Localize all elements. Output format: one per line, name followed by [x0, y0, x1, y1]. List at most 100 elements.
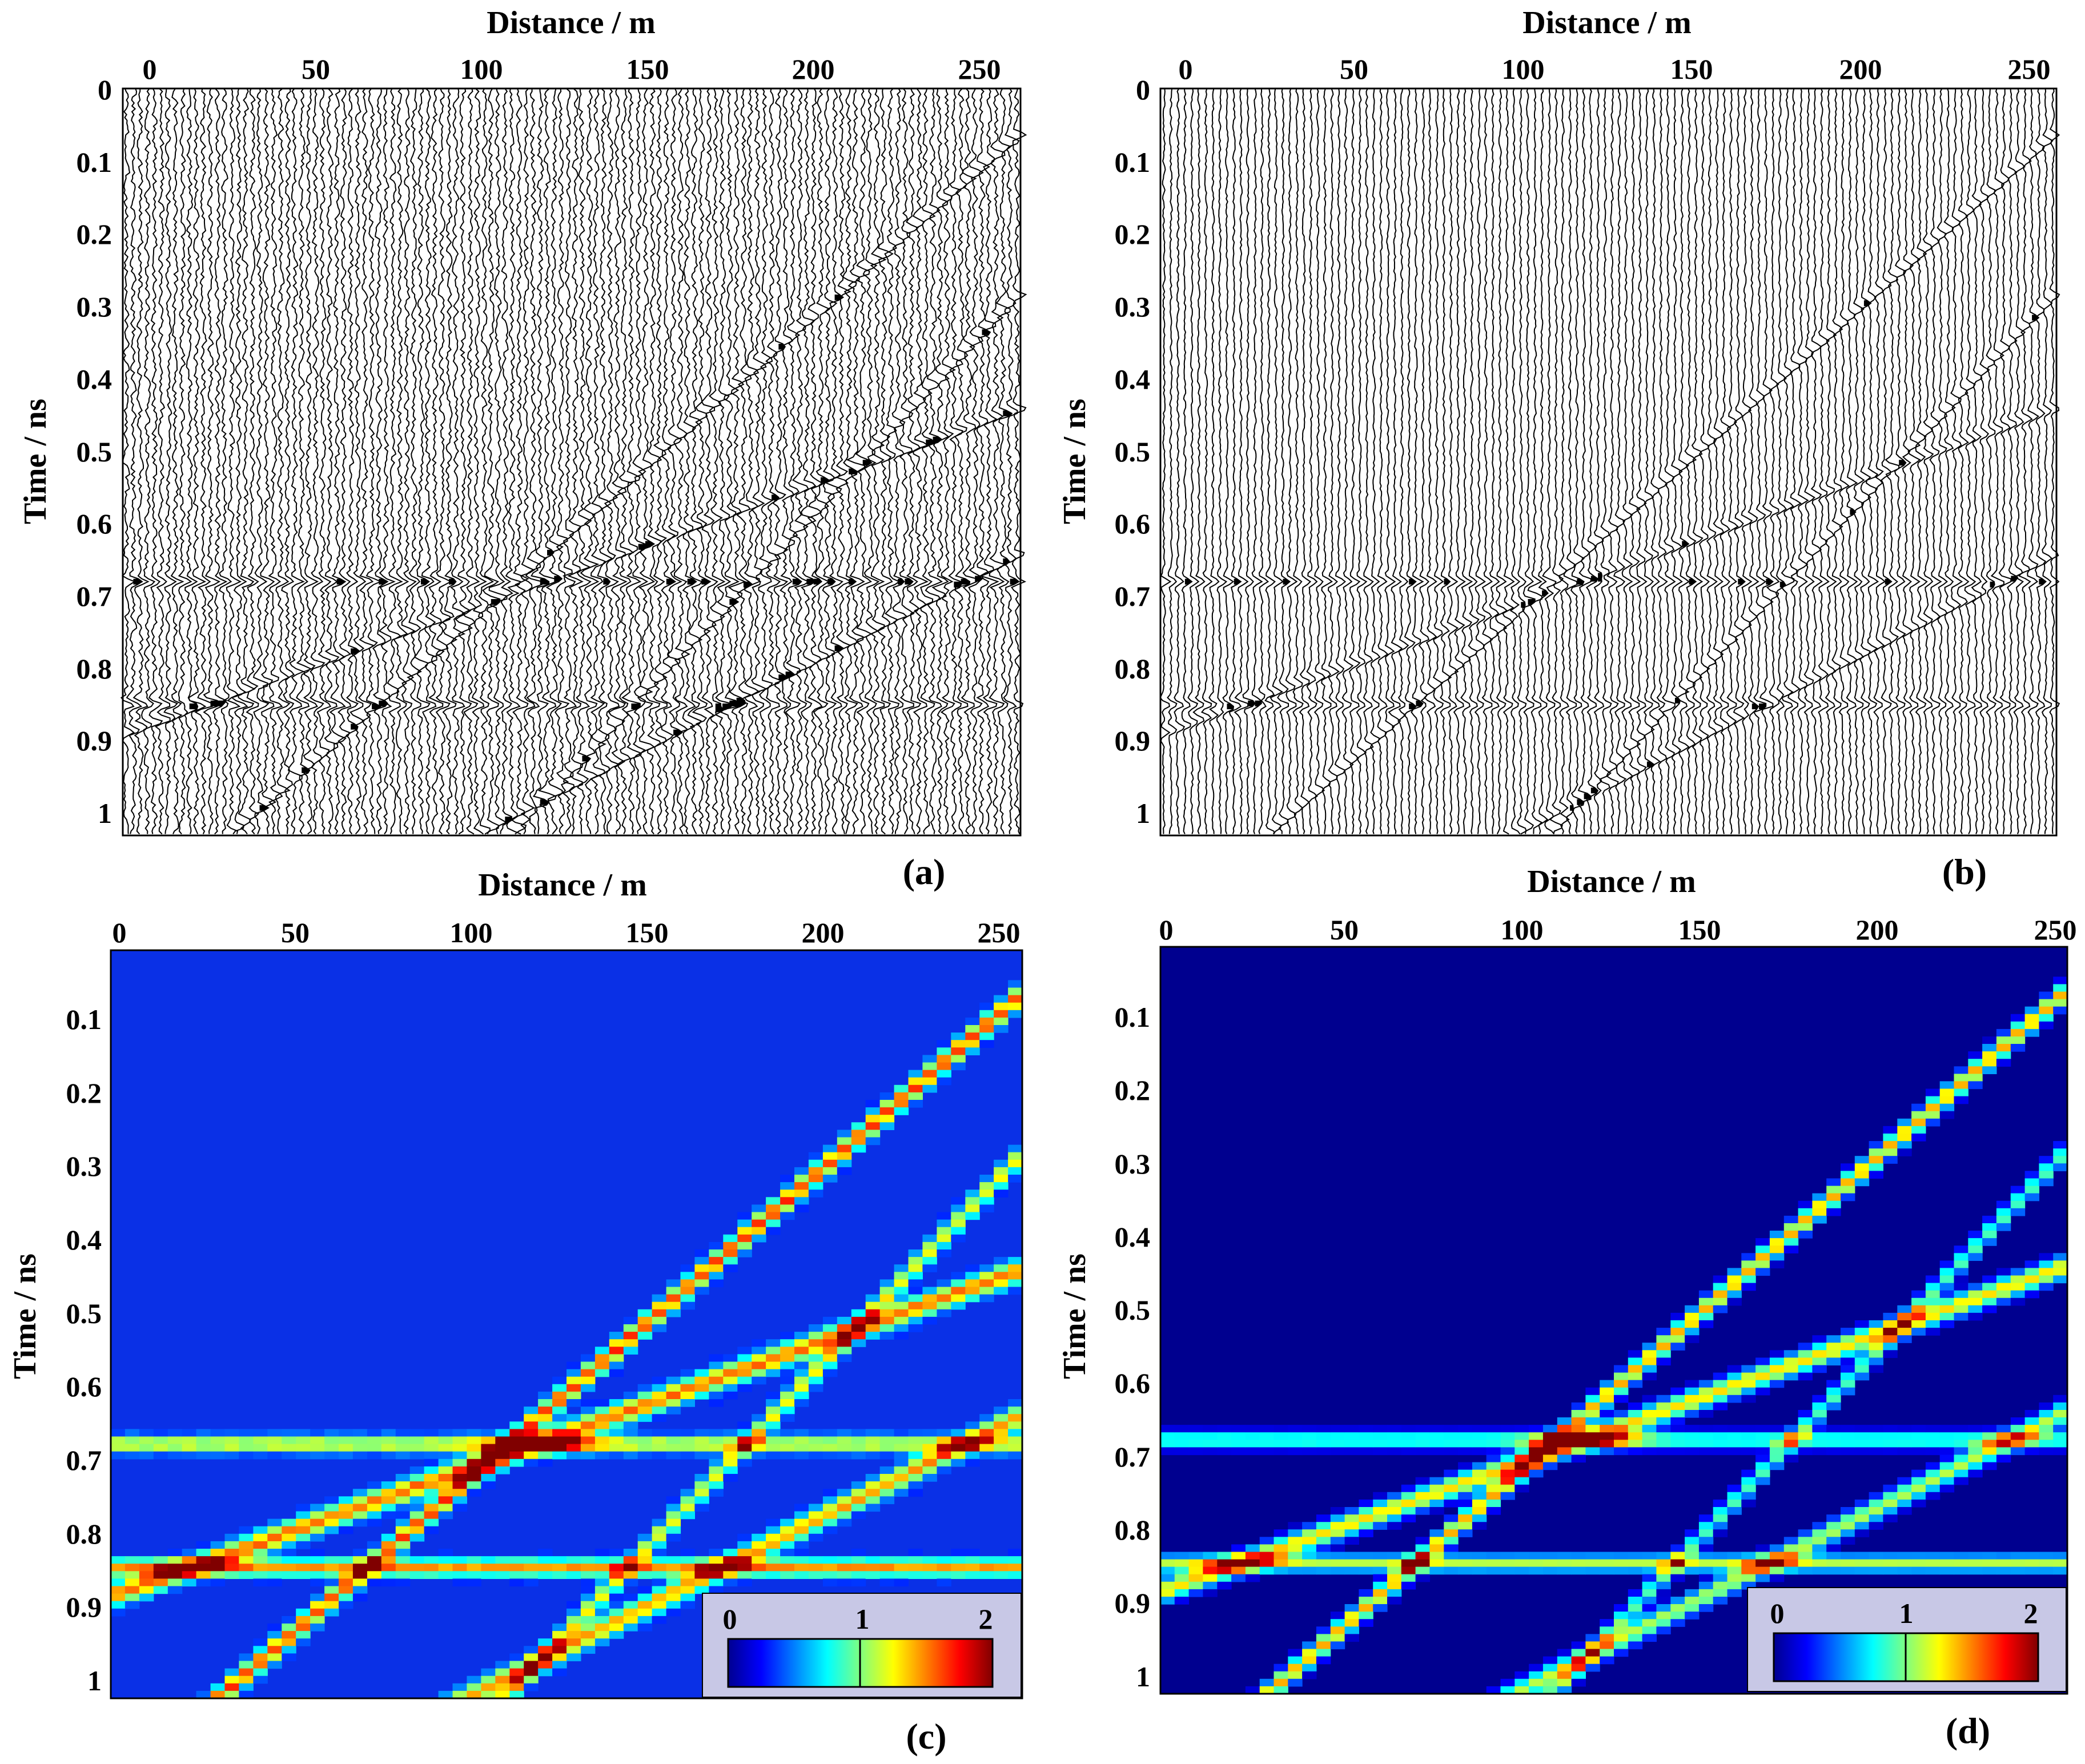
heatmap-cell [808, 1436, 823, 1445]
heatmap-cell [153, 1578, 168, 1587]
heatmap-cell [1911, 1552, 1926, 1560]
heatmap-cell [994, 1421, 1009, 1429]
heatmap-cell [296, 1541, 311, 1549]
heatmap-cell [680, 1451, 695, 1460]
heatmap-cell [495, 1675, 510, 1684]
heatmap-cell [1302, 1559, 1317, 1568]
heatmap-cell [1954, 1477, 1969, 1485]
wiggle-fill [1184, 578, 1192, 585]
heatmap-cell [524, 1407, 539, 1415]
heatmap-cell [1685, 1597, 1700, 1605]
heatmap-cell [1288, 1649, 1303, 1657]
heatmap-cell [780, 1414, 795, 1422]
heatmap-cell [851, 1496, 866, 1504]
wiggle-trace [428, 88, 445, 834]
heatmap-cell [822, 1332, 838, 1340]
heatmap-cell [1600, 1410, 1614, 1418]
heatmap-cell [894, 1294, 909, 1303]
wiggle-trace [281, 88, 295, 834]
heatmap-cell [1911, 1134, 1926, 1142]
heatmap-cell [2024, 1186, 2039, 1194]
heatmap-cell [1925, 1088, 1941, 1097]
heatmap-cell [1841, 1447, 1855, 1456]
heatmap-cell [594, 1601, 610, 1609]
heatmap-cell [1529, 1663, 1544, 1672]
heatmap-cell [1698, 1425, 1714, 1433]
heatmap-cell [623, 1624, 638, 1632]
heatmap-cell [623, 1601, 638, 1609]
heatmap-cell [1826, 1387, 1841, 1396]
heatmap-cell [1841, 1372, 1855, 1381]
heatmap-cell [524, 1661, 539, 1669]
heatmap-cell [367, 1436, 382, 1445]
heatmap-cell [937, 1556, 951, 1564]
heatmap-cell [951, 1227, 966, 1235]
heatmap-cell [111, 1578, 126, 1587]
heatmap-cell [1670, 1597, 1685, 1605]
heatmap-cell [694, 1384, 709, 1392]
heatmap-cell [723, 1391, 738, 1400]
heatmap-cell [139, 1593, 154, 1602]
wiggle-trace [653, 88, 668, 835]
heatmap-cell [1373, 1589, 1388, 1597]
heatmap-cell [1826, 1380, 1841, 1388]
heatmap-cell [879, 1324, 895, 1332]
heatmap-cell [1982, 1552, 1997, 1560]
wiggle-trace [1577, 88, 1592, 834]
heatmap-cell [1854, 1552, 1870, 1560]
heatmap-cell [1542, 1678, 1558, 1687]
heatmap-cell [594, 1414, 610, 1422]
panel-a-plot [120, 88, 1027, 835]
heatmap-cell [1982, 1283, 1997, 1291]
heatmap-cell [709, 1436, 724, 1445]
heatmap-cell [1188, 1581, 1203, 1590]
wiggle-fill [785, 672, 795, 678]
heatmap-cell [352, 1504, 368, 1512]
heatmap-cell [310, 1608, 325, 1617]
heatmap-cell [879, 1571, 895, 1579]
heatmap-cell [1897, 1440, 1912, 1448]
heatmap-cell [609, 1593, 624, 1602]
heatmap-cell [2053, 1275, 2068, 1284]
heatmap-cell [1954, 1454, 1969, 1463]
heatmap-cell [282, 1564, 296, 1572]
heatmap-cell [1954, 1312, 1969, 1321]
heatmap-cell [1231, 1544, 1246, 1553]
heatmap-cell [1897, 1499, 1912, 1508]
heatmap-cell [1968, 1253, 1983, 1261]
heatmap-cell [837, 1571, 852, 1579]
heatmap-cell [524, 1458, 539, 1467]
heatmap-cell [111, 1444, 126, 1452]
heatmap-cell [2053, 1148, 2068, 1156]
heatmap-cell [766, 1407, 781, 1415]
heatmap-cell [567, 1646, 581, 1654]
heatmap-cell [737, 1556, 752, 1564]
heatmap-cell [324, 1564, 339, 1572]
heatmap-cell [580, 1638, 596, 1646]
wiggle-trace [1726, 88, 1739, 834]
heatmap-cell [879, 1107, 895, 1115]
heatmap-cell [1727, 1552, 1742, 1560]
heatmap-cell [851, 1444, 866, 1452]
heatmap-cell [922, 1451, 937, 1460]
wiggle-trace [948, 88, 963, 835]
heatmap-cell [1316, 1425, 1331, 1433]
heatmap-cell [1982, 1559, 1997, 1568]
heatmap-cell [1614, 1604, 1629, 1612]
heatmap-cell [851, 1316, 866, 1325]
heatmap-cell [1670, 1328, 1685, 1336]
heatmap-cell [709, 1257, 724, 1265]
heatmap-cell [224, 1564, 239, 1572]
heatmap-cell [1727, 1395, 1742, 1403]
heatmap-cell [1458, 1425, 1473, 1433]
heatmap-cell [680, 1294, 695, 1303]
heatmap-cell [623, 1616, 638, 1624]
heatmap-cell [1783, 1566, 1799, 1575]
heatmap-cell [1996, 1552, 2011, 1560]
heatmap-cell [1755, 1477, 1770, 1485]
heatmap-cell [951, 1301, 966, 1310]
heatmap-cell [424, 1444, 439, 1452]
heatmap-cell [965, 1032, 980, 1040]
wiggle-trace [324, 88, 340, 835]
